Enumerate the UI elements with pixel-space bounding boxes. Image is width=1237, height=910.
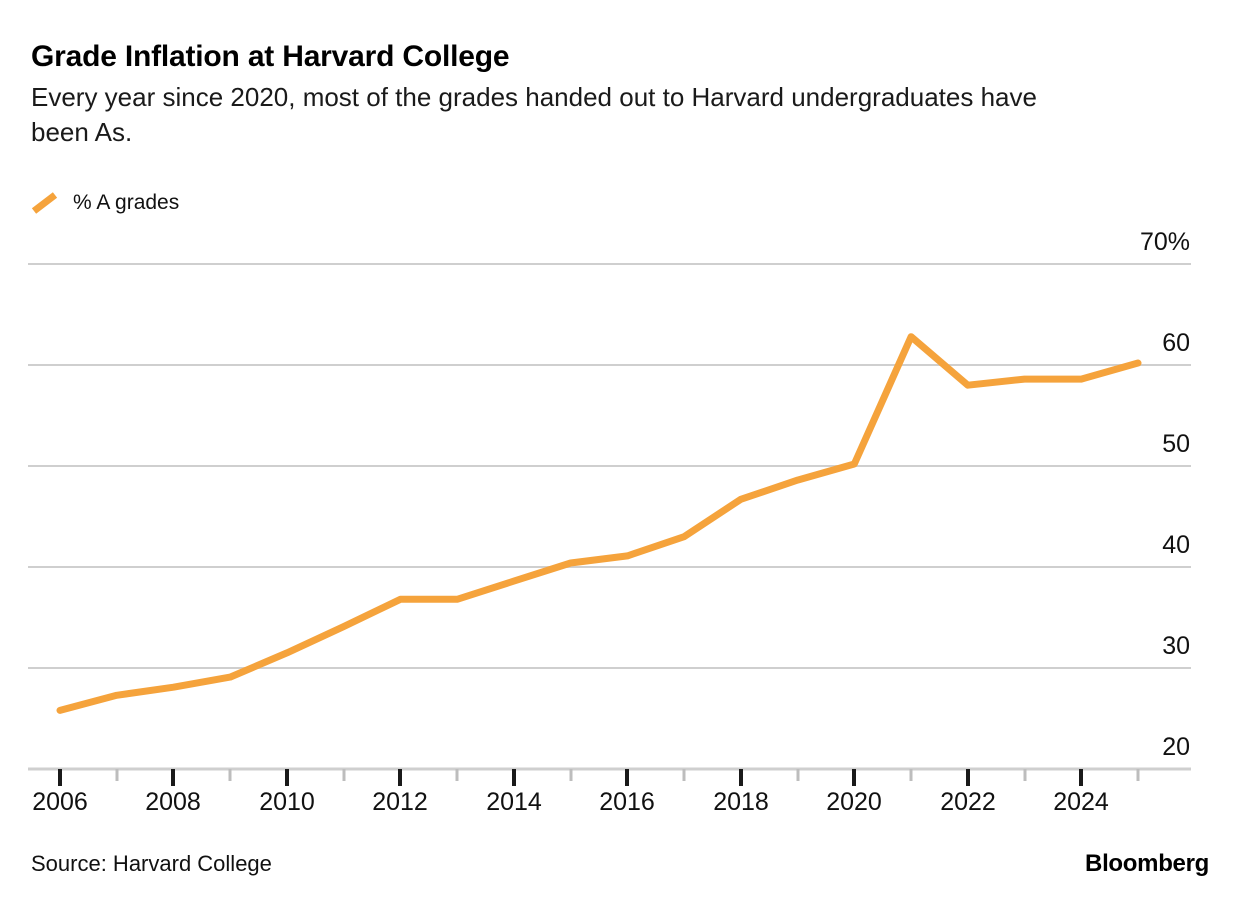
- y-axis-label-70: 70%: [1139, 228, 1190, 256]
- x-axis-label-2006: 2006: [32, 788, 88, 816]
- x-axis-label-2022: 2022: [940, 788, 996, 816]
- x-axis-label-2024: 2024: [1053, 788, 1109, 816]
- y-axis-label-30: 30: [1162, 632, 1190, 660]
- x-axis-major-ticks: [58, 769, 1083, 786]
- y-axis-label-50: 50: [1162, 430, 1190, 458]
- x-axis-label-2010: 2010: [259, 788, 315, 816]
- x-axis-label-2018: 2018: [713, 788, 769, 816]
- chart-footer: Source: Harvard College Bloomberg: [0, 850, 1237, 890]
- source-note: Source: Harvard College: [31, 851, 272, 876]
- bloomberg-logo: Bloomberg: [1085, 850, 1209, 877]
- x-axis-label-2008: 2008: [145, 788, 201, 816]
- chart-header: Grade Inflation at Harvard College Every…: [31, 38, 1131, 150]
- page-subtitle: Every year since 2020, most of the grade…: [31, 82, 1037, 147]
- legend-label-a-grades: % A grades: [73, 191, 180, 214]
- x-axis-label-2014: 2014: [486, 788, 542, 816]
- x-axis-label-2016: 2016: [599, 788, 655, 816]
- x-axis-minor-ticks: [115, 769, 1140, 781]
- x-axis-label-2020: 2020: [826, 788, 882, 816]
- x-axis-label-2012: 2012: [372, 788, 428, 816]
- y-axis-label-20: 20: [1162, 733, 1190, 761]
- line-segment-icon: [31, 192, 61, 214]
- y-axis-label-40: 40: [1162, 531, 1190, 559]
- chart-legend: % A grades: [31, 192, 179, 214]
- gridlines: [28, 263, 1191, 669]
- page-title: Grade Inflation at Harvard College: [31, 40, 510, 73]
- y-axis-label-60: 60: [1162, 329, 1190, 357]
- data-line-a-grades: [56, 333, 1142, 714]
